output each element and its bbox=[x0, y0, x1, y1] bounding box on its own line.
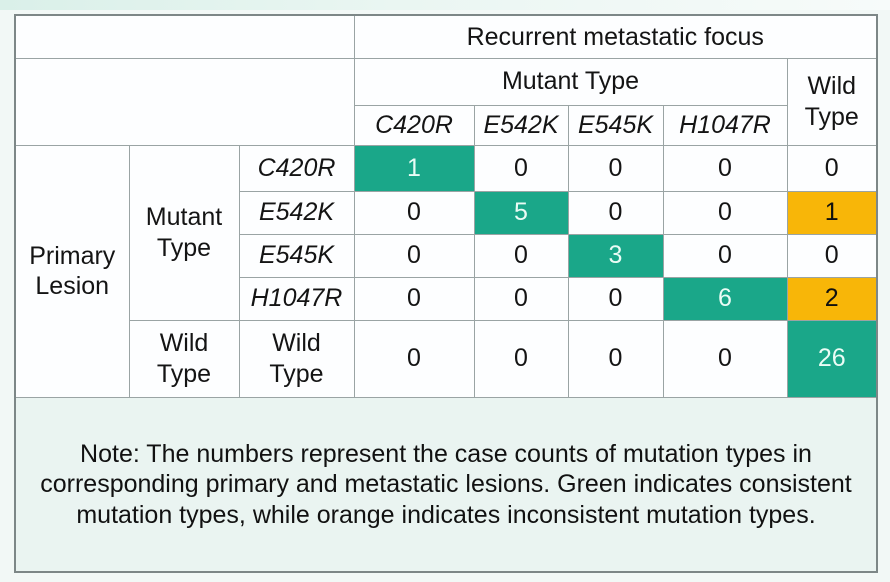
cell-e545k-e542k: 0 bbox=[473, 233, 569, 278]
primary-row-header-wild: Wild Type bbox=[238, 319, 355, 398]
cell-e545k-e545k: 3 bbox=[567, 233, 664, 278]
empty-corner-cell-bottom bbox=[14, 57, 355, 146]
cell-h1047r-wild: 2 bbox=[786, 276, 878, 321]
primary-row-header-e545k: E545K bbox=[238, 233, 355, 278]
cell-e545k-wild: 0 bbox=[786, 233, 878, 278]
metastatic-col-header-e542k: E542K bbox=[473, 104, 569, 146]
primary-mutant-type-group-header: Mutant Type bbox=[128, 144, 240, 321]
cell-c420r-e542k: 0 bbox=[473, 144, 569, 192]
recurrent-metastatic-focus-header: Recurrent metastatic focus bbox=[353, 14, 878, 59]
metastatic-col-header-c420r: C420R bbox=[353, 104, 475, 146]
mutation-table-panel: Recurrent metastatic focus Mutant Type W… bbox=[14, 14, 878, 573]
primary-lesion-header: Primary Lesion bbox=[14, 144, 130, 398]
metastatic-col-header-h1047r: H1047R bbox=[662, 104, 788, 146]
cell-c420r-wild: 0 bbox=[786, 144, 878, 192]
metastatic-col-header-e545k: E545K bbox=[567, 104, 664, 146]
cell-c420r-e545k: 0 bbox=[567, 144, 664, 192]
primary-row-header-e542k: E542K bbox=[238, 190, 355, 235]
cell-c420r-c420r: 1 bbox=[353, 144, 475, 192]
cell-e542k-h1047r: 0 bbox=[662, 190, 788, 235]
primary-row-header-h1047r: H1047R bbox=[238, 276, 355, 321]
cell-e542k-e545k: 0 bbox=[567, 190, 664, 235]
cell-wild-e542k: 0 bbox=[473, 319, 569, 398]
mutant-type-column-group-header: Mutant Type bbox=[353, 57, 788, 106]
cell-wild-e545k: 0 bbox=[567, 319, 664, 398]
cell-e545k-c420r: 0 bbox=[353, 233, 475, 278]
cell-h1047r-e542k: 0 bbox=[473, 276, 569, 321]
cell-wild-wild: 26 bbox=[786, 319, 878, 398]
note-text: Note: The numbers represent the case cou… bbox=[14, 396, 878, 573]
cell-h1047r-c420r: 0 bbox=[353, 276, 475, 321]
cell-e542k-c420r: 0 bbox=[353, 190, 475, 235]
top-strip bbox=[0, 0, 890, 10]
cell-h1047r-e545k: 0 bbox=[567, 276, 664, 321]
wild-type-column-header: Wild Type bbox=[786, 57, 878, 146]
primary-wild-type-group-header: Wild Type bbox=[128, 319, 240, 398]
cell-wild-h1047r: 0 bbox=[662, 319, 788, 398]
empty-corner-cell-top bbox=[14, 14, 355, 59]
cell-wild-c420r: 0 bbox=[353, 319, 475, 398]
cell-c420r-h1047r: 0 bbox=[662, 144, 788, 192]
primary-row-header-c420r: C420R bbox=[238, 144, 355, 192]
cell-e545k-h1047r: 0 bbox=[662, 233, 788, 278]
cell-e542k-e542k: 5 bbox=[473, 190, 569, 235]
mutation-concordance-table: Recurrent metastatic focus Mutant Type W… bbox=[14, 14, 878, 573]
cell-e542k-wild: 1 bbox=[786, 190, 878, 235]
cell-h1047r-h1047r: 6 bbox=[662, 276, 788, 321]
